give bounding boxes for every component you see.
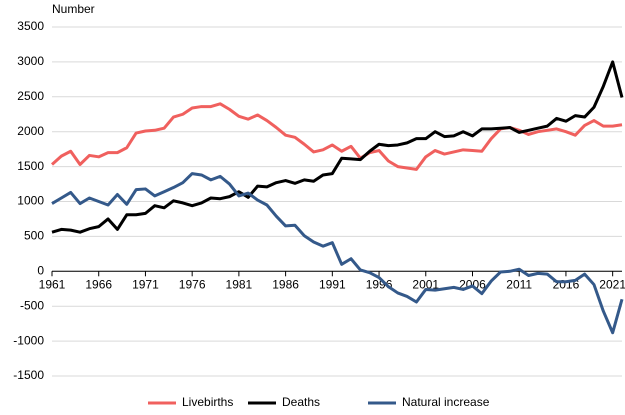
x-tick-label: 1961 — [39, 277, 66, 291]
x-tick-label: 1966 — [85, 277, 112, 291]
y-axis-label: Number — [52, 2, 95, 16]
y-tick-label: 500 — [24, 229, 44, 243]
y-tick-label: -1500 — [13, 368, 44, 382]
legend-label: Livebirths — [182, 395, 233, 409]
y-tick-label: 2000 — [17, 124, 44, 138]
y-tick-label: 1500 — [17, 159, 44, 173]
legend-label: Natural increase — [402, 395, 490, 409]
x-tick-label: 1976 — [179, 277, 206, 291]
x-tick-label: 1986 — [272, 277, 299, 291]
y-tick-label: 1000 — [17, 194, 44, 208]
legend-label: Deaths — [282, 395, 320, 409]
x-tick-label: 2001 — [412, 277, 439, 291]
x-tick-label: 2011 — [506, 277, 532, 291]
x-tick-label: 1991 — [319, 277, 346, 291]
x-tick-label: 1996 — [366, 277, 393, 291]
x-tick-label: 1971 — [132, 277, 159, 291]
series-line — [51, 172, 624, 335]
y-tick-label: 3000 — [17, 54, 44, 68]
y-tick-label: -500 — [20, 298, 44, 312]
x-tick-label: 1981 — [226, 277, 253, 291]
y-tick-label: 3500 — [17, 19, 44, 33]
series-line — [51, 60, 624, 234]
y-tick-label: -1000 — [13, 333, 44, 347]
y-tick-label: 2500 — [17, 89, 44, 103]
series-line — [50, 102, 623, 171]
y-tick-label: 0 — [37, 263, 44, 277]
x-tick-label: 2021 — [599, 277, 625, 291]
